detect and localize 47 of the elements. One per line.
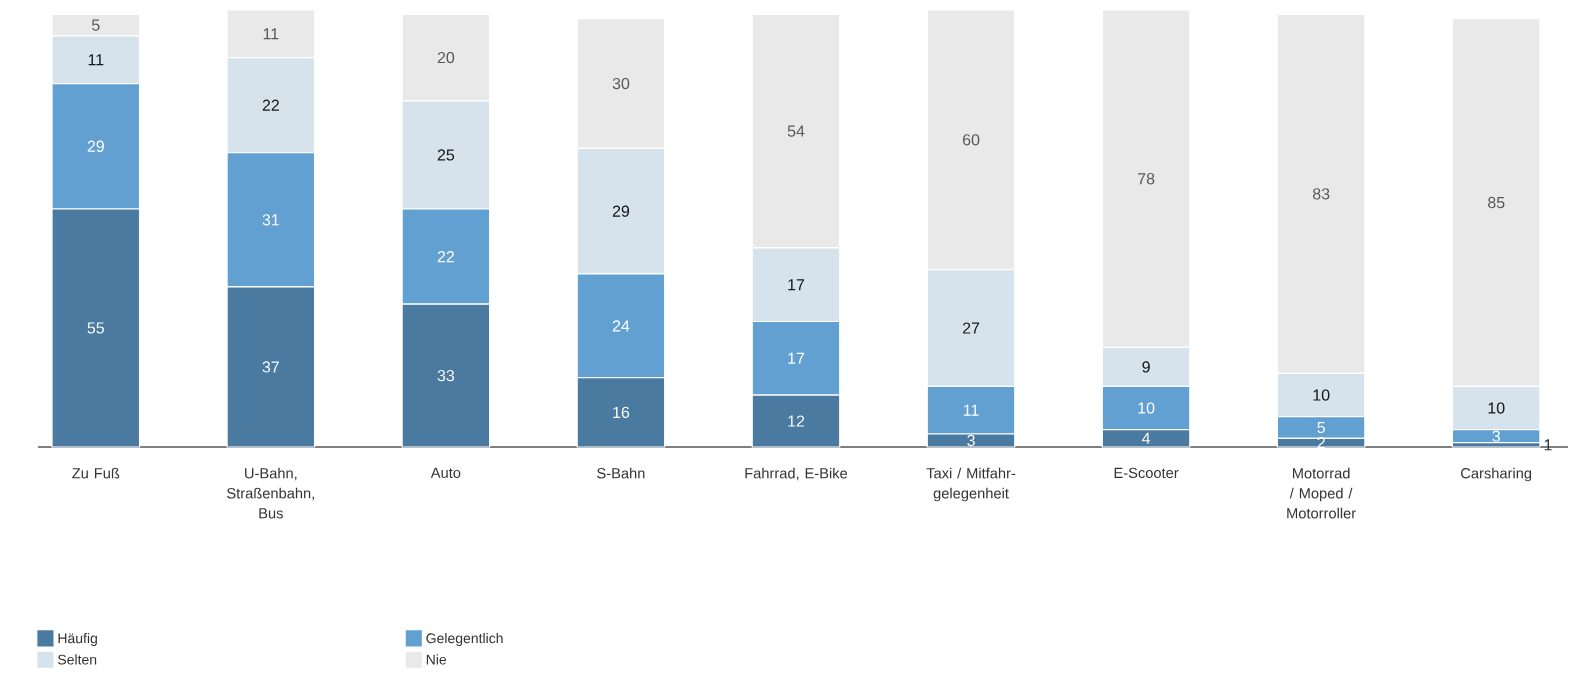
data-label: 31 (262, 214, 279, 226)
data-label: 17 (788, 279, 805, 291)
data-label: 78 (1138, 173, 1155, 185)
data-label: 3 (967, 434, 975, 447)
data-label: 37 (262, 361, 279, 373)
x-tick-label: Motorrad / Moped / Motorroller (1287, 467, 1356, 519)
data-label: 27 (962, 322, 980, 334)
data-label: 22 (437, 251, 454, 263)
data-label: 11 (88, 54, 104, 66)
data-label: 85 (1488, 196, 1505, 209)
data-label: 25 (437, 149, 455, 161)
data-label: 16 (613, 406, 630, 419)
data-label: 54 (787, 125, 805, 137)
data-label: 5 (91, 19, 100, 31)
data-label: 22 (262, 99, 279, 111)
data-label: 10 (1138, 402, 1155, 414)
legend-label: Selten (57, 654, 97, 665)
x-tick-label: Taxi / Mitfahr-gelegenheit (926, 467, 1016, 502)
data-label: 29 (87, 140, 104, 152)
x-tick-label: U-Bahn, Straßenbahn, Bus (227, 467, 314, 519)
data-label: 55 (87, 322, 105, 334)
legend-label: Häufig (58, 632, 97, 646)
data-label: 12 (788, 415, 805, 427)
x-tick-label: Zu Fuß (72, 467, 120, 479)
data-label: 29 (612, 205, 630, 217)
x-tick-label: E-Scooter (1114, 467, 1179, 479)
data-label: 5 (1317, 421, 1325, 434)
data-label: 10 (1313, 389, 1330, 401)
data-label: 3 (1492, 430, 1500, 442)
data-label: 30 (612, 77, 630, 90)
data-label: 11 (963, 404, 979, 416)
x-tick-label: Carsharing (1461, 467, 1532, 482)
legend-label: Gelegentlich (426, 632, 503, 646)
data-label: 60 (962, 134, 980, 146)
data-label: 20 (437, 51, 455, 64)
x-tick-label: S-Bahn (597, 467, 645, 479)
data-label: 9 (1142, 361, 1150, 373)
data-label: 10 (1488, 402, 1505, 414)
data-label: 24 (612, 320, 630, 332)
data-label: 11 (263, 28, 279, 40)
data-label: 33 (437, 369, 455, 382)
legend-label: Nie (426, 654, 447, 665)
data-label: 4 (1142, 432, 1151, 444)
data-label: 83 (1312, 188, 1330, 200)
x-tick-label: Fahrrad, E-Bike (745, 467, 848, 481)
x-tick-label: Auto (430, 467, 461, 478)
data-label: 17 (788, 352, 805, 364)
